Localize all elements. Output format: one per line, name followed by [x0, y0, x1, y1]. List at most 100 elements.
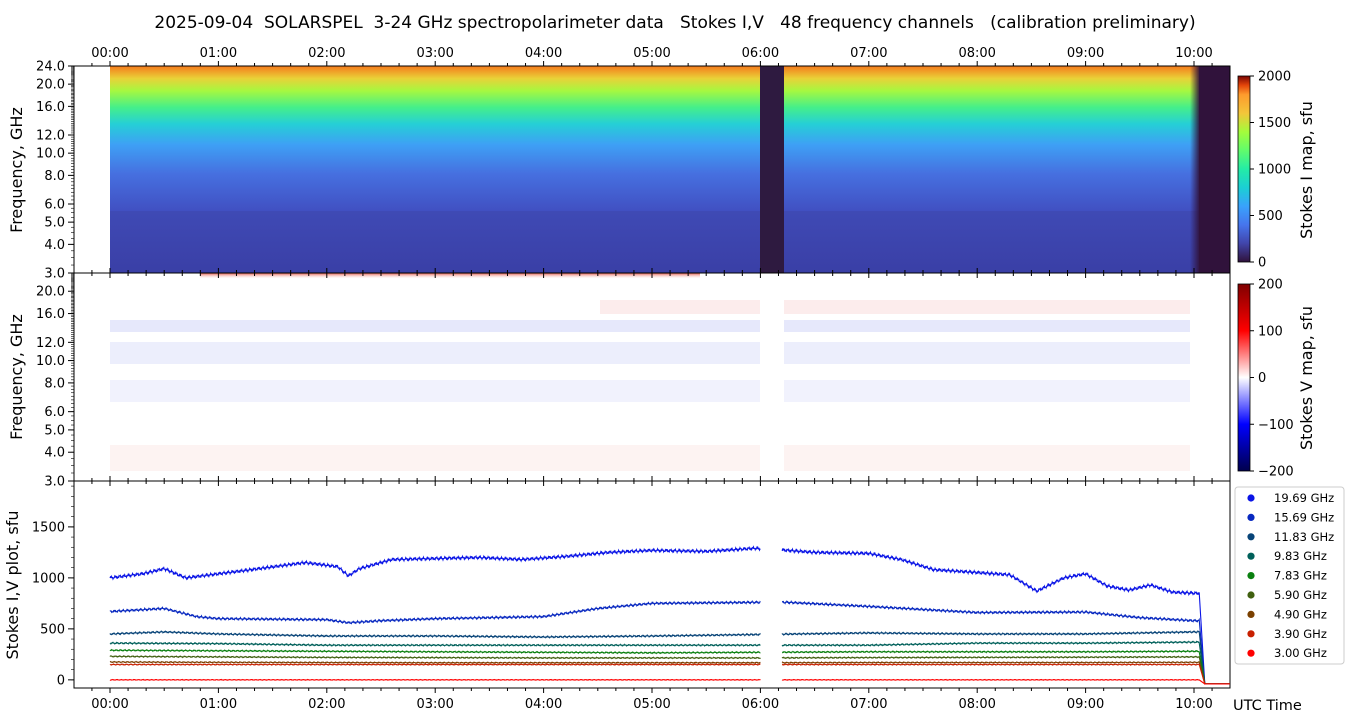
legend-marker [1247, 572, 1255, 580]
legend-items: 19.69 GHz 15.69 GHz 11.83 GHz 9.83 GHz 7.83 … [1247, 491, 1334, 660]
plot-y-tick-label: 1000 [32, 571, 65, 586]
stokes-i-map-panel: Frequency, GHz [7, 65, 1231, 274]
legend-marker [1247, 552, 1255, 560]
x-axis-label: UTC Time [1233, 698, 1302, 714]
legend-label: 4.90 GHz [1274, 607, 1327, 621]
x-tick-label-bottom: 06:00 [742, 697, 779, 712]
series-line [109, 641, 761, 647]
stokes-v-red-upper [600, 300, 1190, 314]
stokes-v-map-panel: Frequency, GHz [7, 272, 1231, 482]
legend-marker [1247, 610, 1255, 619]
x-tick-label-top: 06:00 [742, 46, 779, 61]
freq-tick-label: 5.0 [44, 423, 65, 438]
x-tick-label-top: 03:00 [416, 46, 453, 61]
freq-tick-label: 12.0 [36, 336, 65, 351]
x-tick-label-bottom: 10:00 [1175, 697, 1212, 712]
series-line [109, 599, 761, 625]
series-line [781, 630, 1230, 685]
series-line [782, 649, 1230, 685]
legend-marker [1247, 630, 1255, 638]
series-line [781, 640, 1230, 685]
stokes-v-colorbar-label: Stokes V map, sfu [1297, 306, 1316, 450]
x-tick-label-top: 10:00 [1175, 46, 1212, 61]
x-tick-label-bottom: 09:00 [1067, 697, 1104, 712]
x-tick-label-bottom: 05:00 [633, 697, 670, 712]
legend-label: 9.83 GHz [1274, 549, 1327, 563]
x-tick-label-bottom: 03:00 [416, 697, 453, 712]
stokes-v-top-red-band [200, 273, 700, 279]
legend-marker [1247, 591, 1255, 599]
plot-y-tick-label: 1500 [32, 520, 65, 535]
stokes-i-colorbar: Stokes I map, sfu [1237, 75, 1316, 263]
legend-label: 15.69 GHz [1274, 510, 1334, 524]
stokes-v-colorbar: Stokes V map, sfu [1237, 283, 1316, 472]
series-line [109, 663, 761, 666]
freq-tick-label: 24.0 [36, 60, 65, 75]
stokes-v-blue-band-2 [110, 342, 1190, 364]
freq-tick-label: 6.0 [44, 405, 65, 420]
colorbar-tick-label: 0 [1258, 256, 1266, 271]
freq-tick-label: 3.0 [44, 475, 65, 490]
figure-title: 2025-09-04 SOLARSPEL 3-24 GHz spectropol… [154, 13, 1195, 33]
series-line [109, 660, 761, 665]
series-line [781, 663, 1230, 685]
stokes-i-colorbar-gradient [1237, 75, 1251, 263]
legend-marker [1247, 649, 1255, 657]
x-tick-label-top: 02:00 [308, 46, 345, 61]
x-tick-label-top: 00:00 [91, 46, 128, 61]
legend-box [1234, 486, 1345, 665]
freq-tick-label: 20.0 [36, 78, 65, 93]
legend-label: 19.69 GHz [1274, 491, 1334, 505]
colorbar-tick-label: 500 [1258, 209, 1283, 224]
freq-tick-label: 20.0 [36, 285, 65, 300]
x-tick-label-bottom: 02:00 [308, 697, 345, 712]
colorbar-tick-label: 1500 [1258, 116, 1291, 131]
freq-tick-label: 5.0 [44, 216, 65, 231]
stokes-v-blue-band-3 [110, 380, 1190, 402]
freq-tick-label: 12.0 [36, 129, 65, 144]
stokes-i-end-fade [1190, 66, 1200, 273]
x-tick-label-bottom: 01:00 [200, 697, 237, 712]
stokes-i-colorbar-label: Stokes I map, sfu [1297, 101, 1316, 239]
legend-label: 5.90 GHz [1274, 588, 1327, 602]
colorbar-tick-label: 200 [1258, 278, 1283, 293]
colorbar-tick-label: 0 [1258, 371, 1266, 386]
legend-label: 7.83 GHz [1274, 569, 1327, 583]
stokes-v-blue-band-1 [110, 320, 1190, 332]
colorbar-tick-label: 2000 [1258, 70, 1291, 85]
series-line [109, 654, 761, 660]
freq-tick-label: 10.0 [36, 147, 65, 162]
x-tick-label-top: 07:00 [850, 46, 887, 61]
freq-tick-label: 16.0 [36, 100, 65, 115]
freq-tick-label: 10.0 [36, 354, 65, 369]
stokes-i-data-gap [760, 66, 784, 273]
legend-label: 3.90 GHz [1274, 627, 1327, 641]
series-line [781, 547, 1230, 685]
freq-tick-label: 4.0 [44, 446, 65, 461]
x-tick-label-top: 04:00 [525, 46, 562, 61]
x-tick-label-top: 08:00 [958, 46, 995, 61]
plot-y-tick-label: 0 [57, 673, 65, 688]
series-legend: 19.69 GHz 15.69 GHz 11.83 GHz 9.83 GHz 7.83 … [1234, 486, 1345, 665]
stokes-iv-ylabel: Stokes I,V plot, sfu [3, 511, 22, 660]
stokes-v-red-band [110, 445, 1190, 471]
legend-marker [1247, 513, 1255, 522]
series-line [781, 660, 1230, 685]
plot-y-tick-label: 500 [40, 622, 65, 637]
x-tick-label-bottom: 07:00 [850, 697, 887, 712]
colorbar-tick-label: −200 [1258, 465, 1294, 480]
series-line [781, 655, 1230, 685]
freq-tick-label: 6.0 [44, 198, 65, 213]
x-tick-label-top: 01:00 [200, 46, 237, 61]
axis-ticks: 00:00 00:00 01:00 01:00 02:00 02:00 03:00 03:00… [32, 46, 1294, 712]
freq-tick-label: 8.0 [44, 376, 65, 391]
series-line [109, 648, 761, 655]
colorbar-tick-label: −100 [1258, 418, 1294, 433]
series-line [781, 599, 1230, 685]
stokes-i-ylabel: Frequency, GHz [7, 107, 26, 233]
stokes-i-heatmap-base [110, 66, 1230, 273]
freq-tick-label: 16.0 [36, 307, 65, 322]
series-line [109, 545, 761, 581]
colorbar-tick-label: 1000 [1258, 163, 1291, 178]
